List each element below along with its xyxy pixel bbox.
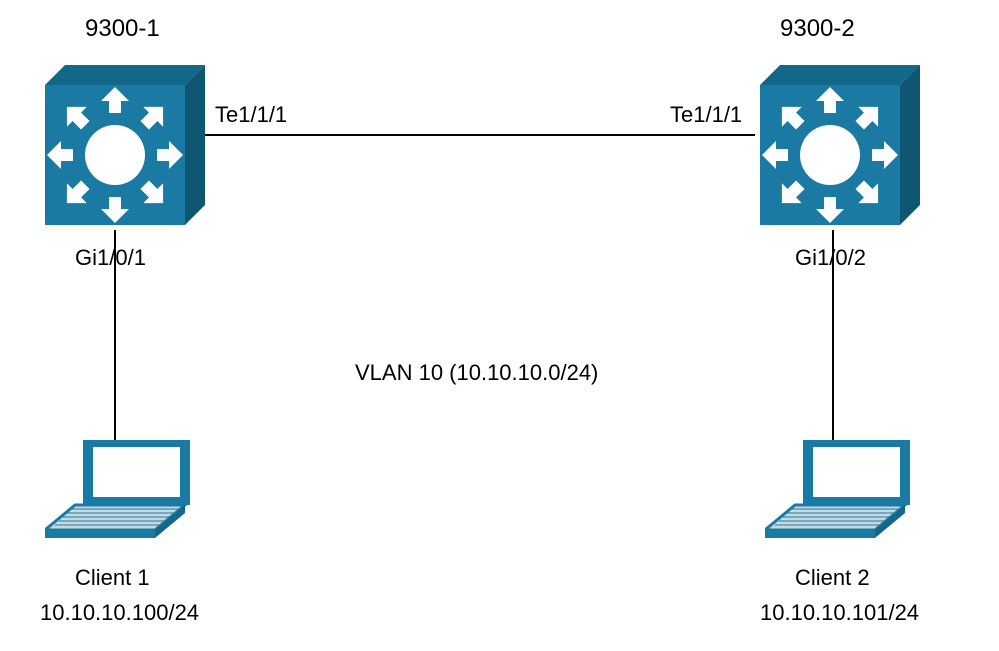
switch-icon [45, 65, 205, 230]
client1-ip: 10.10.10.100/24 [40, 600, 199, 626]
vlan-center-label: VLAN 10 (10.10.10.0/24) [355, 360, 598, 386]
client2-label: Client 2 [795, 565, 870, 591]
client-2-laptop [765, 435, 915, 555]
client2-ip: 10.10.10.101/24 [760, 600, 919, 626]
client-1-laptop [45, 435, 195, 555]
switch2-port-down: Gi1/0/2 [795, 245, 866, 271]
switch-icon [760, 65, 920, 230]
laptop-icon [45, 435, 195, 555]
switch-9300-2 [760, 65, 920, 230]
switch1-port-down: Gi1/0/1 [75, 245, 146, 271]
switch-9300-1 [45, 65, 205, 230]
switch1-port-right: Te1/1/1 [215, 102, 287, 128]
client1-label: Client 1 [75, 565, 150, 591]
switch2-top-label: 9300-2 [780, 15, 855, 43]
laptop-icon [765, 435, 915, 555]
switch1-top-label: 9300-1 [85, 15, 160, 43]
switch2-port-left: Te1/1/1 [670, 102, 742, 128]
network-diagram: 9300-1 9300-2 Te1/1/1 Te1/1/1 Gi1/0/1 Gi… [0, 0, 999, 651]
